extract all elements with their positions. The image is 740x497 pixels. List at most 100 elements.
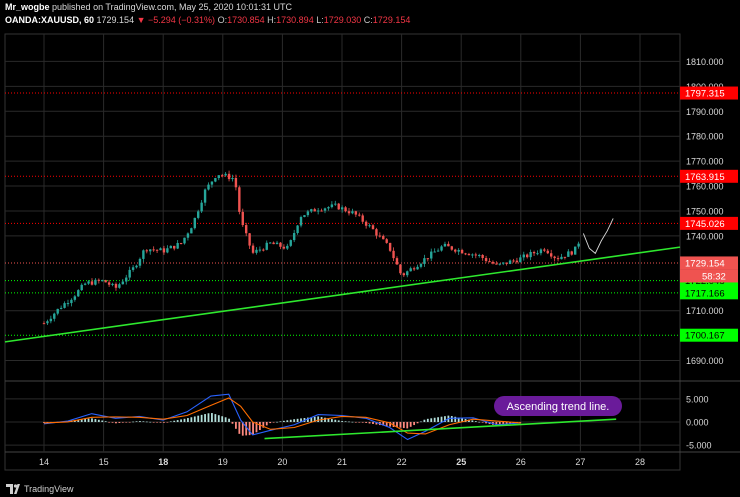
- price-tick-label: 1790.000: [686, 107, 724, 117]
- candle-body: [190, 228, 193, 234]
- bearish-candle: [221, 173, 224, 178]
- candle-body: [248, 233, 251, 246]
- macd-histogram-bar: [255, 421, 258, 433]
- candle-body: [121, 281, 125, 285]
- macd-histogram-bar: [358, 421, 361, 423]
- candle-body: [63, 303, 66, 308]
- candle-body: [125, 277, 128, 282]
- macd-histogram-bar: [115, 421, 117, 424]
- price-axis[interactable]: 1810.0001800.0001790.0001780.0001770.000…: [686, 57, 724, 366]
- macd-histogram-bar: [121, 421, 124, 423]
- bullish-candle: [258, 246, 262, 253]
- macd-histogram-bar: [166, 421, 169, 423]
- footer-brand[interactable]: TradingView: [6, 484, 74, 494]
- candle-body: [382, 236, 385, 240]
- bullish-candle: [368, 223, 371, 228]
- price-tick-label: 1740.000: [686, 231, 724, 241]
- annotation-callout[interactable]: Ascending trend line.: [494, 396, 622, 416]
- symbol-name[interactable]: OANDA:XAUUSD, 60: [5, 15, 95, 25]
- high-value: 1730.894: [276, 15, 314, 25]
- bearish-candle: [546, 248, 549, 255]
- bullish-candle: [63, 301, 66, 309]
- macd-axis[interactable]: 5.000 0.000 -5.000: [686, 394, 712, 450]
- candle-body: [320, 210, 323, 212]
- candle-body: [474, 254, 478, 256]
- bearish-candle: [412, 266, 416, 271]
- bullish-candle: [166, 245, 169, 254]
- candle-body: [536, 253, 539, 255]
- bullish-candle: [330, 201, 334, 209]
- author-name[interactable]: Mr_wogbe: [5, 2, 50, 12]
- macd-histogram-bar: [389, 421, 392, 427]
- bearish-candle: [491, 260, 495, 265]
- bullish-candle: [560, 253, 563, 260]
- candle-body: [573, 246, 577, 255]
- macd-histogram-bar: [282, 420, 285, 422]
- macd-trend-line[interactable]: [264, 418, 617, 440]
- candle-body: [200, 202, 203, 212]
- grid-lines: [4, 33, 740, 471]
- macd-histogram-bar: [471, 420, 474, 422]
- bearish-candle: [358, 212, 361, 217]
- candle-body: [289, 240, 292, 246]
- macd-histogram-bar: [211, 413, 213, 422]
- open-label: O:: [217, 15, 228, 25]
- bullish-candle: [46, 319, 49, 325]
- ascending-trend-line[interactable]: [4, 246, 681, 343]
- macd-histogram-bar: [286, 420, 289, 422]
- macd-histogram-bar: [372, 421, 374, 424]
- candle-body: [101, 280, 104, 282]
- bullish-candle: [286, 243, 289, 250]
- time-axis[interactable]: 14 15 18 19 20 21 22 25 26 27 28: [39, 457, 645, 467]
- bullish-candle: [275, 240, 279, 245]
- candle-body: [354, 211, 358, 215]
- candle-body: [467, 254, 471, 256]
- candle-body: [316, 210, 320, 212]
- candle-body: [292, 233, 296, 241]
- bullish-candle: [193, 217, 196, 230]
- candle-body: [340, 207, 344, 210]
- bearish-candle: [563, 256, 567, 260]
- candle-body: [549, 253, 553, 257]
- bullish-candle: [409, 266, 412, 272]
- bullish-candle: [111, 282, 114, 287]
- macd-histogram-bar: [139, 421, 141, 422]
- bearish-candle: [382, 234, 385, 240]
- bullish-candle: [406, 270, 409, 278]
- macd-histogram-bar: [204, 414, 206, 422]
- candle-body: [262, 249, 265, 251]
- bearish-candle: [385, 238, 388, 244]
- candle-body: [563, 256, 567, 258]
- candle-body: [502, 262, 505, 264]
- macd-histogram-bar: [505, 421, 508, 425]
- bearish-candle: [234, 174, 238, 191]
- macd-histogram-bar: [183, 418, 186, 422]
- bearish-candle: [244, 222, 248, 237]
- bearish-candle: [354, 210, 358, 218]
- tradingview-logo-icon: [6, 484, 20, 494]
- macd-histogram-bar: [450, 416, 453, 422]
- candle-body: [464, 253, 467, 255]
- price-change: ▼ −5.294 (−0.31%): [136, 15, 216, 25]
- candle-body: [66, 303, 70, 305]
- bearish-candle: [347, 208, 351, 216]
- candle-body: [522, 254, 525, 258]
- last-price-value: 1729.154: [96, 15, 135, 25]
- bearish-candle: [484, 255, 488, 263]
- bearish-candle: [262, 248, 265, 252]
- time-tick-label: 15: [99, 457, 109, 467]
- bearish-candle: [388, 242, 392, 253]
- macd-histogram-bar: [142, 421, 145, 422]
- candle-body: [306, 211, 310, 216]
- candle-body: [385, 239, 388, 243]
- candle-body: [241, 211, 244, 226]
- macd-histogram-bar: [149, 421, 152, 423]
- bearish-candle: [344, 206, 347, 213]
- candle-body: [145, 250, 149, 252]
- bullish-candle: [255, 247, 258, 255]
- candle-body: [344, 207, 347, 212]
- bearish-candle: [145, 249, 149, 254]
- price-tick-label: 1780.000: [686, 132, 724, 142]
- bearish-candle: [162, 245, 166, 255]
